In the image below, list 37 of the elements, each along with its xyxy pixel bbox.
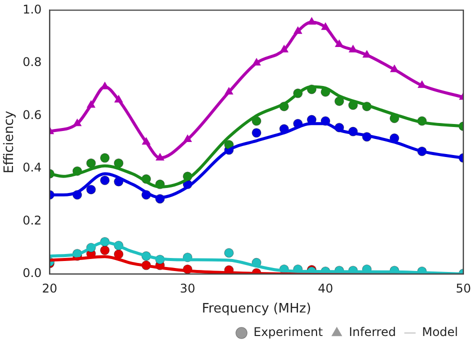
point bbox=[224, 248, 234, 258]
point bbox=[86, 100, 96, 108]
point bbox=[321, 22, 330, 30]
point bbox=[100, 245, 110, 256]
legend-label: Inferred bbox=[348, 325, 396, 340]
point bbox=[183, 134, 192, 142]
point bbox=[114, 158, 124, 168]
x-tick-label: 50 bbox=[456, 281, 472, 296]
point bbox=[252, 128, 262, 138]
point bbox=[335, 40, 344, 48]
y-tick-label: 0.0 bbox=[22, 266, 42, 280]
point bbox=[280, 44, 288, 52]
y-tick-label: 1.0 bbox=[22, 2, 42, 16]
point bbox=[307, 17, 316, 25]
y-tick-label: 0.8 bbox=[22, 55, 42, 70]
legend-label: Model bbox=[422, 325, 458, 340]
x-tick-label: 20 bbox=[42, 281, 58, 296]
x-tick-label: 30 bbox=[180, 281, 196, 296]
y-axis-title: Efficiency bbox=[2, 110, 18, 174]
y-tick-label: 0.2 bbox=[22, 213, 42, 228]
point bbox=[86, 158, 96, 168]
point bbox=[86, 184, 96, 194]
point bbox=[334, 96, 344, 106]
point bbox=[73, 118, 82, 126]
point bbox=[156, 153, 164, 160]
point bbox=[294, 26, 302, 34]
x-axis-title: Frequency (MHz) bbox=[202, 302, 312, 317]
legend-label: Experiment bbox=[253, 325, 324, 340]
y-tick-label: 0.6 bbox=[22, 108, 42, 122]
y-tick-label: 0.4 bbox=[22, 160, 42, 175]
point bbox=[100, 153, 110, 163]
point bbox=[114, 95, 123, 102]
point bbox=[224, 87, 234, 95]
x-tick-label: 40 bbox=[318, 281, 334, 296]
point bbox=[252, 58, 261, 66]
point bbox=[142, 137, 150, 145]
point bbox=[100, 176, 110, 186]
